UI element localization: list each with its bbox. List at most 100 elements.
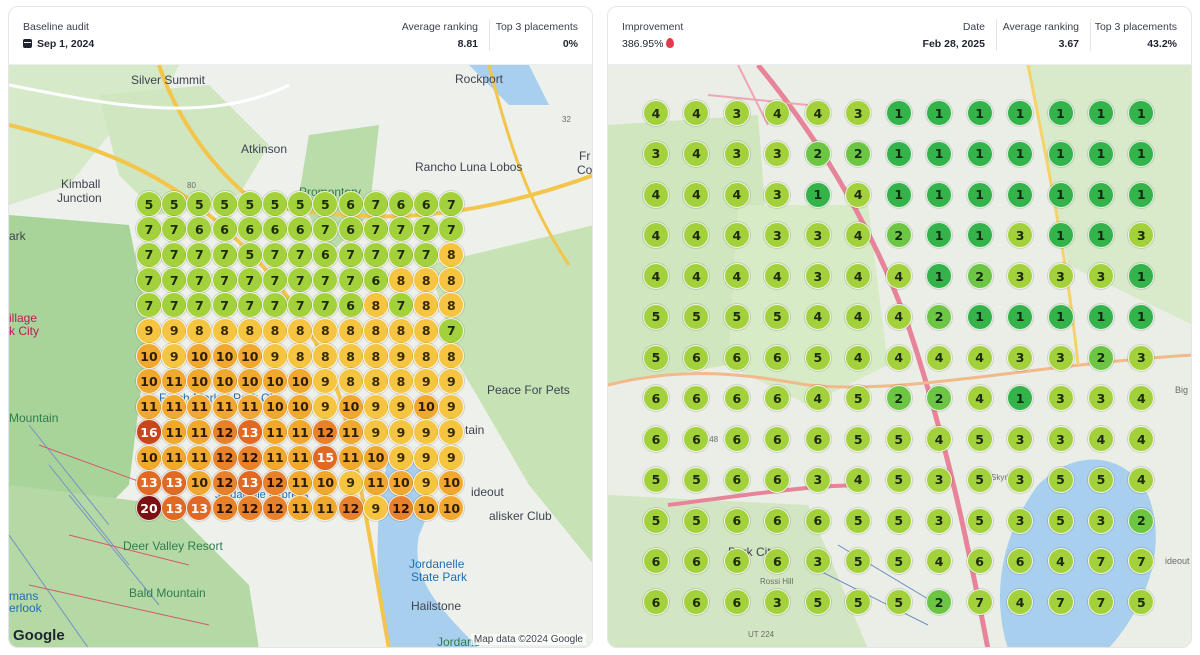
baseline-rank-pin[interactable]: 7: [312, 216, 339, 243]
improvement-rank-pin[interactable]: 4: [966, 385, 993, 412]
improvement-rank-pin[interactable]: 5: [885, 507, 912, 534]
baseline-rank-pin[interactable]: 13: [236, 469, 263, 496]
improvement-rank-pin[interactable]: 6: [643, 548, 669, 575]
improvement-rank-pin[interactable]: 4: [643, 100, 669, 126]
improvement-rank-pin[interactable]: 3: [643, 140, 669, 167]
improvement-rank-pin[interactable]: 3: [764, 181, 791, 208]
improvement-rank-pin[interactable]: 3: [1007, 222, 1034, 249]
baseline-rank-pin[interactable]: 10: [262, 393, 288, 420]
improvement-rank-pin[interactable]: 4: [723, 222, 750, 249]
improvement-rank-pin[interactable]: 3: [926, 466, 953, 493]
improvement-rank-pin[interactable]: 4: [1128, 385, 1155, 412]
baseline-rank-pin[interactable]: 10: [287, 393, 314, 420]
improvement-rank-pin[interactable]: 3: [804, 222, 831, 249]
improvement-rank-pin[interactable]: 4: [643, 222, 669, 249]
improvement-rank-pin[interactable]: 1: [1087, 140, 1114, 167]
improvement-rank-pin[interactable]: 1: [1128, 181, 1155, 208]
improvement-rank-pin[interactable]: 1: [926, 100, 953, 126]
baseline-rank-pin[interactable]: 7: [186, 241, 213, 268]
improvement-rank-pin[interactable]: 1: [1128, 100, 1155, 126]
baseline-rank-pin[interactable]: 8: [262, 317, 288, 344]
improvement-rank-pin[interactable]: 4: [1047, 548, 1074, 575]
improvement-rank-pin[interactable]: 6: [764, 548, 791, 575]
baseline-rank-pin[interactable]: 11: [312, 495, 339, 522]
baseline-rank-pin[interactable]: 5: [262, 191, 288, 217]
baseline-rank-pin[interactable]: 5: [161, 191, 188, 217]
improvement-rank-pin[interactable]: 4: [926, 344, 953, 371]
improvement-rank-pin[interactable]: 4: [926, 548, 953, 575]
baseline-rank-pin[interactable]: 8: [438, 241, 465, 268]
baseline-rank-pin[interactable]: 8: [388, 267, 414, 294]
baseline-rank-pin[interactable]: 5: [236, 241, 263, 268]
improvement-rank-pin[interactable]: 6: [764, 466, 791, 493]
baseline-rank-pin[interactable]: 11: [236, 393, 263, 420]
baseline-rank-pin[interactable]: 11: [186, 393, 213, 420]
improvement-rank-pin[interactable]: 1: [1007, 140, 1034, 167]
improvement-rank-pin[interactable]: 5: [885, 589, 912, 615]
improvement-rank-pin[interactable]: 4: [885, 263, 912, 289]
baseline-rank-pin[interactable]: 7: [211, 241, 238, 268]
improvement-rank-pin[interactable]: 4: [845, 181, 872, 208]
baseline-rank-pin[interactable]: 12: [388, 495, 414, 522]
baseline-rank-pin[interactable]: 9: [438, 444, 465, 471]
improvement-rank-pin[interactable]: 4: [845, 344, 872, 371]
improvement-rank-pin[interactable]: 6: [723, 466, 750, 493]
improvement-rank-pin[interactable]: 6: [764, 385, 791, 412]
improvement-rank-pin[interactable]: 6: [683, 548, 710, 575]
baseline-rank-pin[interactable]: 5: [211, 191, 238, 217]
improvement-rank-pin[interactable]: 4: [1128, 466, 1155, 493]
improvement-rank-pin[interactable]: 1: [1087, 100, 1114, 126]
baseline-rank-pin[interactable]: 6: [337, 191, 364, 217]
baseline-rank-pin[interactable]: 12: [236, 444, 263, 471]
baseline-rank-pin[interactable]: 8: [337, 368, 364, 395]
improvement-rank-pin[interactable]: 3: [1007, 466, 1034, 493]
improvement-rank-pin[interactable]: 1: [966, 222, 993, 249]
improvement-rank-pin[interactable]: 1: [1047, 140, 1074, 167]
baseline-rank-pin[interactable]: 11: [287, 419, 314, 446]
baseline-rank-pin[interactable]: 10: [413, 495, 440, 522]
baseline-rank-pin[interactable]: 10: [438, 495, 465, 522]
improvement-rank-pin[interactable]: 5: [966, 426, 993, 452]
baseline-rank-pin[interactable]: 8: [438, 292, 465, 319]
baseline-rank-pin[interactable]: 9: [136, 317, 162, 344]
baseline-rank-pin[interactable]: 9: [438, 393, 465, 420]
improvement-rank-pin[interactable]: 1: [926, 222, 953, 249]
improvement-rank-pin[interactable]: 3: [1087, 385, 1114, 412]
baseline-rank-pin[interactable]: 16: [136, 419, 162, 446]
baseline-rank-pin[interactable]: 7: [312, 267, 339, 294]
baseline-rank-pin[interactable]: 9: [362, 393, 389, 420]
baseline-rank-pin[interactable]: 12: [211, 495, 238, 522]
improvement-rank-pin[interactable]: 6: [966, 548, 993, 575]
improvement-rank-pin[interactable]: 3: [1007, 426, 1034, 452]
baseline-rank-pin[interactable]: 6: [388, 191, 414, 217]
improvement-rank-pin[interactable]: 3: [764, 222, 791, 249]
improvement-rank-pin[interactable]: 5: [643, 466, 669, 493]
baseline-rank-pin[interactable]: 7: [287, 241, 314, 268]
baseline-rank-pin[interactable]: 7: [362, 191, 389, 217]
improvement-rank-pin[interactable]: 5: [1047, 507, 1074, 534]
baseline-rank-pin[interactable]: 12: [211, 469, 238, 496]
improvement-rank-pin[interactable]: 1: [1007, 181, 1034, 208]
baseline-rank-pin[interactable]: 11: [161, 393, 188, 420]
improvement-rank-pin[interactable]: 1: [1087, 222, 1114, 249]
improvement-rank-pin[interactable]: 1: [926, 140, 953, 167]
baseline-rank-pin[interactable]: 10: [136, 343, 162, 370]
baseline-rank-pin[interactable]: 10: [136, 444, 162, 471]
baseline-rank-pin[interactable]: 10: [362, 444, 389, 471]
improvement-rank-pin[interactable]: 5: [723, 303, 750, 330]
baseline-rank-pin[interactable]: 11: [186, 419, 213, 446]
baseline-rank-pin[interactable]: 7: [262, 292, 288, 319]
baseline-rank-pin[interactable]: 8: [413, 267, 440, 294]
baseline-rank-pin[interactable]: 12: [337, 495, 364, 522]
baseline-rank-pin[interactable]: 7: [186, 292, 213, 319]
baseline-rank-pin[interactable]: 11: [262, 444, 288, 471]
improvement-rank-pin[interactable]: 5: [683, 466, 710, 493]
improvement-rank-pin[interactable]: 3: [804, 466, 831, 493]
improvement-rank-pin[interactable]: 6: [723, 385, 750, 412]
improvement-rank-pin[interactable]: 1: [926, 263, 953, 289]
improvement-rank-pin[interactable]: 5: [1128, 589, 1155, 615]
baseline-rank-pin[interactable]: 13: [161, 495, 188, 522]
baseline-rank-pin[interactable]: 8: [362, 368, 389, 395]
baseline-rank-pin[interactable]: 7: [362, 241, 389, 268]
baseline-rank-pin[interactable]: 6: [362, 267, 389, 294]
